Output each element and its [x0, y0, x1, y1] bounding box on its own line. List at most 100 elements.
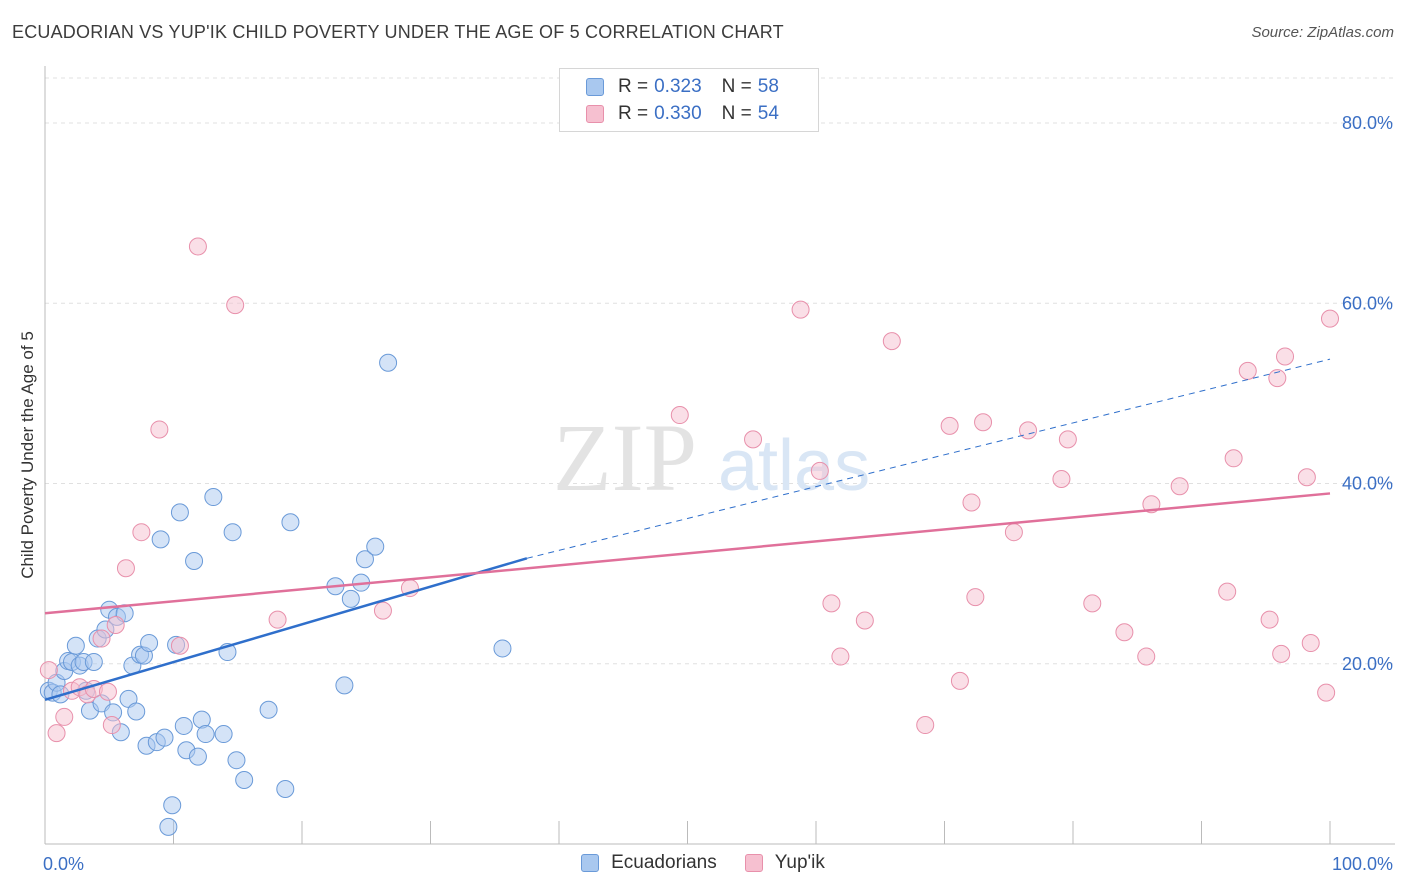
ecuadorians-trendline-extension: [526, 358, 1331, 559]
ecuadorians-point: [151, 530, 170, 549]
legend-row-yupik: R = 0.330 N = 54: [586, 102, 779, 126]
ecuadorians-point: [170, 503, 189, 522]
ecuadorians-point: [140, 634, 159, 653]
ecuadorians-points: [39, 353, 512, 836]
yupik-trendline: [44, 492, 1331, 615]
legend-row-ecuadorians: R = 0.323 N = 58: [586, 75, 779, 99]
y-tick-label: 40.0%: [1342, 474, 1393, 494]
trendlines: [44, 358, 1331, 702]
watermark-zip: ZIP: [553, 404, 697, 511]
ecuadorians-point: [341, 589, 360, 608]
watermark: ZIP atlas: [553, 404, 870, 511]
ecuadorians-point: [66, 636, 85, 655]
x-tick-label: 0.0%: [43, 854, 84, 874]
yupik-point: [47, 724, 66, 743]
yupik-point: [1297, 468, 1316, 487]
yupik-point: [950, 671, 969, 690]
ecuadorians-point: [366, 537, 385, 556]
legend-r-label: R =: [618, 76, 649, 97]
ecuadorians-point: [281, 513, 300, 532]
ecuadorians-point: [196, 725, 215, 744]
ecuadorians-point: [493, 639, 512, 658]
chart-title: ECUADORIAN VS YUP'IK CHILD POVERTY UNDER…: [12, 22, 784, 42]
yupik-point: [1004, 523, 1023, 542]
yupik-point: [791, 300, 810, 319]
yupik-point: [916, 716, 935, 735]
yupik-point: [226, 296, 245, 315]
yupik-point: [102, 716, 121, 735]
ecuadorians-trendline: [44, 557, 528, 702]
ecuadorians-point: [214, 725, 233, 744]
y-tick-label: 20.0%: [1342, 654, 1393, 674]
legend-n-label: N =: [721, 76, 752, 97]
legend-r-value: 0.323: [654, 76, 702, 97]
yupik-point: [1170, 477, 1189, 496]
legend-n-label: N =: [721, 103, 752, 124]
yupik-point: [98, 682, 117, 701]
yupik-point: [882, 332, 901, 351]
yupik-point: [966, 588, 985, 607]
yupik-point: [1301, 634, 1320, 653]
yupik-point: [855, 611, 874, 630]
watermark-atlas: atlas: [718, 426, 870, 506]
bottom-legend-swatch-pink: [744, 854, 763, 872]
source-label: Source: ZipAtlas.com: [1251, 24, 1394, 41]
yupik-point: [1268, 369, 1287, 388]
yupik-point: [1317, 683, 1336, 702]
ecuadorians-point: [127, 702, 146, 721]
yupik-point: [831, 647, 850, 666]
yupik-point: [55, 707, 74, 726]
yupik-point: [670, 406, 689, 425]
ecuadorians-point: [355, 550, 374, 569]
tick-labels: 20.0% 40.0% 60.0% 80.0% 0.0% 100.0%: [43, 113, 1393, 874]
ecuadorians-point: [223, 523, 242, 542]
yupik-point: [1019, 421, 1038, 440]
legend-r-value: 0.330: [654, 103, 702, 124]
ecuadorians-point: [259, 700, 278, 719]
yupik-point: [106, 616, 125, 635]
yupik-point: [188, 237, 207, 256]
ecuadorians-point: [188, 747, 207, 766]
y-tick-label: 80.0%: [1342, 113, 1393, 133]
yupik-point: [1321, 309, 1339, 328]
yupik-point: [1058, 430, 1077, 449]
yupik-point: [822, 594, 841, 613]
yupik-point: [1052, 470, 1071, 489]
legend-r-label: R =: [618, 103, 649, 124]
yupik-point: [1272, 644, 1291, 663]
legend: R = 0.323 N = 58 R = 0.330 N = 54: [559, 68, 819, 132]
yupik-point: [1276, 347, 1295, 366]
yupik-point: [810, 461, 829, 480]
yupik-point: [116, 559, 135, 578]
legend-n-value: 54: [757, 103, 779, 124]
ecuadorians-point: [159, 817, 178, 836]
ecuadorians-point: [163, 796, 182, 815]
ecuadorians-point: [174, 716, 193, 735]
bottom-legend-label: Ecuadorians: [611, 852, 717, 873]
legend-n-value: 58: [757, 76, 779, 97]
ecuadorians-point: [235, 771, 254, 790]
yupik-point: [1238, 361, 1257, 380]
ecuadorians-point: [185, 552, 204, 571]
yupik-point: [170, 636, 189, 655]
yupik-point: [1224, 449, 1243, 468]
ecuadorians-point: [227, 751, 246, 770]
bottom-legend-label: Yup'ik: [774, 852, 825, 873]
yupik-point: [940, 416, 959, 435]
y-tick-label: 60.0%: [1342, 293, 1393, 313]
yupik-point: [744, 430, 763, 449]
ecuadorians-point: [84, 652, 103, 671]
bottom-legend-yupik: Yup'ik: [744, 852, 825, 874]
ecuadorians-point: [276, 780, 295, 799]
legend-swatch-blue: [586, 78, 604, 96]
yupik-point: [150, 420, 169, 439]
yupik-point: [92, 629, 111, 648]
ecuadorians-point: [204, 488, 223, 507]
gridlines: [45, 77, 1395, 665]
yupik-point: [1137, 647, 1156, 666]
yupik-point: [39, 661, 58, 680]
y-axis-label: Child Poverty Under the Age of 5: [18, 331, 37, 579]
ecuadorians-point: [155, 728, 174, 747]
bottom-legend-swatch-blue: [581, 854, 600, 872]
yupik-point: [1260, 610, 1279, 629]
